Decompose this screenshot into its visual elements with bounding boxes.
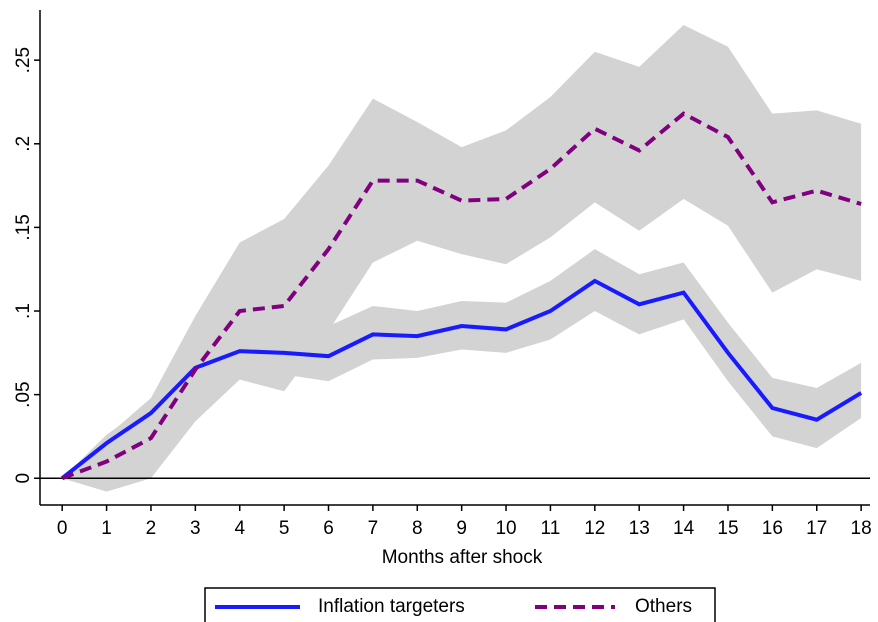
x-tick-label: 4 xyxy=(234,518,245,539)
x-tick-label: 17 xyxy=(806,518,827,539)
x-tick-label: 0 xyxy=(57,518,68,539)
x-tick-label: 6 xyxy=(323,518,334,539)
x-tick-label: 18 xyxy=(851,518,872,539)
x-tick-label: 9 xyxy=(456,518,467,539)
x-tick-label: 3 xyxy=(190,518,201,539)
y-tick-label: .25 xyxy=(13,47,34,73)
legend-label: Others xyxy=(635,596,692,617)
x-tick-label: 8 xyxy=(412,518,423,539)
y-tick-label: .15 xyxy=(13,214,34,240)
x-tick-label: 12 xyxy=(584,518,605,539)
y-tick-label: .2 xyxy=(13,136,34,152)
y-tick-label: 0 xyxy=(13,473,34,484)
x-tick-label: 14 xyxy=(673,518,695,539)
y-tick-label: .05 xyxy=(13,381,34,407)
y-tick-label: .1 xyxy=(13,303,34,319)
legend-label: Inflation targeters xyxy=(318,596,465,617)
x-tick-label: 1 xyxy=(101,518,112,539)
confidence-band xyxy=(62,25,862,492)
x-tick-label: 13 xyxy=(629,518,650,539)
x-tick-label: 7 xyxy=(368,518,379,539)
series-line xyxy=(61,111,862,481)
x-tick-label: 11 xyxy=(541,518,561,539)
x-tick-label: 2 xyxy=(146,518,157,539)
x-tick-label: 10 xyxy=(495,518,516,539)
x-tick-label: 15 xyxy=(717,518,738,539)
x-tick-label: 5 xyxy=(279,518,290,539)
x-tick-label: 16 xyxy=(762,518,783,539)
x-axis-label: Months after shock xyxy=(382,547,543,568)
confidence-band xyxy=(62,249,862,479)
